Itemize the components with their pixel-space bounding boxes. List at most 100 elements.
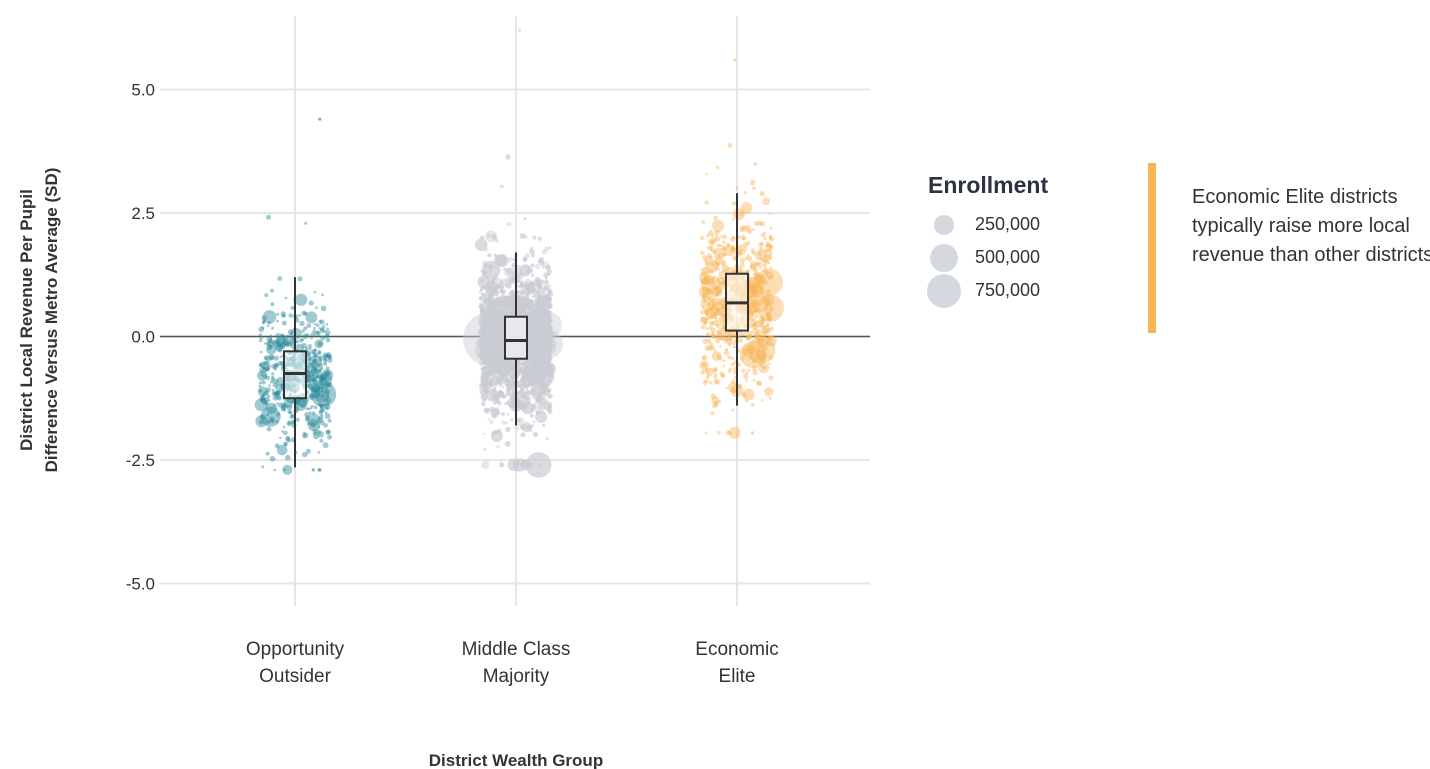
data-point — [766, 324, 770, 328]
data-point — [546, 343, 550, 347]
data-point — [769, 227, 773, 230]
data-point — [548, 341, 552, 346]
data-point — [534, 263, 541, 269]
data-point — [317, 402, 322, 407]
data-point — [497, 301, 503, 307]
data-point — [538, 295, 541, 299]
data-point — [541, 397, 545, 402]
data-point — [493, 383, 498, 388]
data-point — [527, 336, 531, 341]
data-point — [540, 304, 547, 311]
data-point — [324, 404, 331, 410]
data-point — [270, 302, 275, 307]
data-point — [479, 345, 484, 350]
data-point — [536, 365, 547, 376]
data-point — [502, 365, 509, 371]
data-point — [287, 409, 292, 414]
data-point — [302, 431, 307, 437]
data-point — [317, 467, 322, 472]
data-point — [528, 323, 540, 336]
data-point — [732, 332, 736, 337]
legend-label: 500,000 — [975, 247, 1041, 267]
data-point — [538, 346, 543, 352]
data-point — [498, 328, 504, 334]
y-tick-label: -2.5 — [126, 451, 155, 470]
data-point — [297, 276, 303, 282]
data-point — [312, 378, 316, 382]
data-point — [516, 391, 522, 396]
data-point — [313, 367, 317, 370]
data-point — [541, 249, 547, 255]
data-point — [495, 317, 498, 321]
data-point — [320, 404, 326, 410]
data-point — [319, 376, 325, 382]
data-point — [481, 287, 485, 291]
data-point — [491, 326, 498, 332]
data-point — [515, 264, 522, 271]
data-point — [483, 323, 489, 329]
data-point — [537, 342, 543, 347]
data-point — [501, 420, 506, 425]
data-point — [498, 368, 501, 371]
data-point — [494, 325, 499, 331]
data-point — [480, 382, 486, 389]
data-point — [317, 425, 321, 429]
data-point — [541, 345, 547, 351]
data-point — [261, 361, 271, 371]
data-point — [266, 394, 271, 399]
data-point — [522, 257, 528, 262]
data-point — [735, 186, 739, 190]
data-point — [747, 253, 750, 257]
data-point — [706, 315, 711, 321]
data-point — [510, 381, 515, 386]
data-point — [754, 327, 758, 330]
data-point — [541, 296, 547, 302]
data-point — [511, 387, 514, 390]
data-point — [494, 354, 500, 360]
data-point — [739, 227, 745, 233]
data-point — [317, 468, 321, 472]
data-point — [527, 381, 532, 386]
data-point — [489, 396, 494, 402]
data-point — [260, 396, 266, 403]
data-point — [258, 419, 264, 425]
data-point — [478, 303, 484, 310]
data-point — [765, 289, 771, 295]
data-point — [700, 369, 706, 375]
data-point — [546, 345, 552, 352]
data-point — [271, 388, 275, 392]
data-point — [314, 368, 317, 371]
data-point — [545, 312, 551, 318]
data-point — [750, 179, 756, 186]
data-point — [494, 341, 499, 346]
data-point — [497, 411, 501, 415]
data-point — [536, 354, 540, 358]
data-point — [283, 408, 287, 412]
data-point — [520, 384, 527, 390]
data-point — [530, 429, 533, 433]
data-point — [534, 326, 538, 330]
data-point — [261, 398, 268, 405]
data-point — [520, 305, 525, 311]
data-point — [728, 333, 732, 338]
data-point — [488, 298, 492, 302]
data-point — [308, 394, 315, 401]
data-point — [496, 335, 500, 340]
data-point — [749, 330, 754, 335]
data-point — [504, 362, 509, 367]
data-point — [548, 310, 553, 314]
data-point — [319, 420, 325, 426]
data-point — [286, 340, 292, 346]
data-point — [310, 406, 313, 410]
data-point — [304, 412, 310, 418]
data-point — [760, 399, 764, 402]
data-point — [536, 290, 546, 300]
data-point — [516, 300, 523, 306]
data-point — [519, 282, 525, 288]
data-point — [498, 323, 504, 329]
data-point — [497, 315, 503, 321]
data-point — [768, 306, 774, 312]
data-point — [533, 336, 540, 342]
data-point — [520, 367, 523, 371]
data-point — [490, 302, 500, 311]
